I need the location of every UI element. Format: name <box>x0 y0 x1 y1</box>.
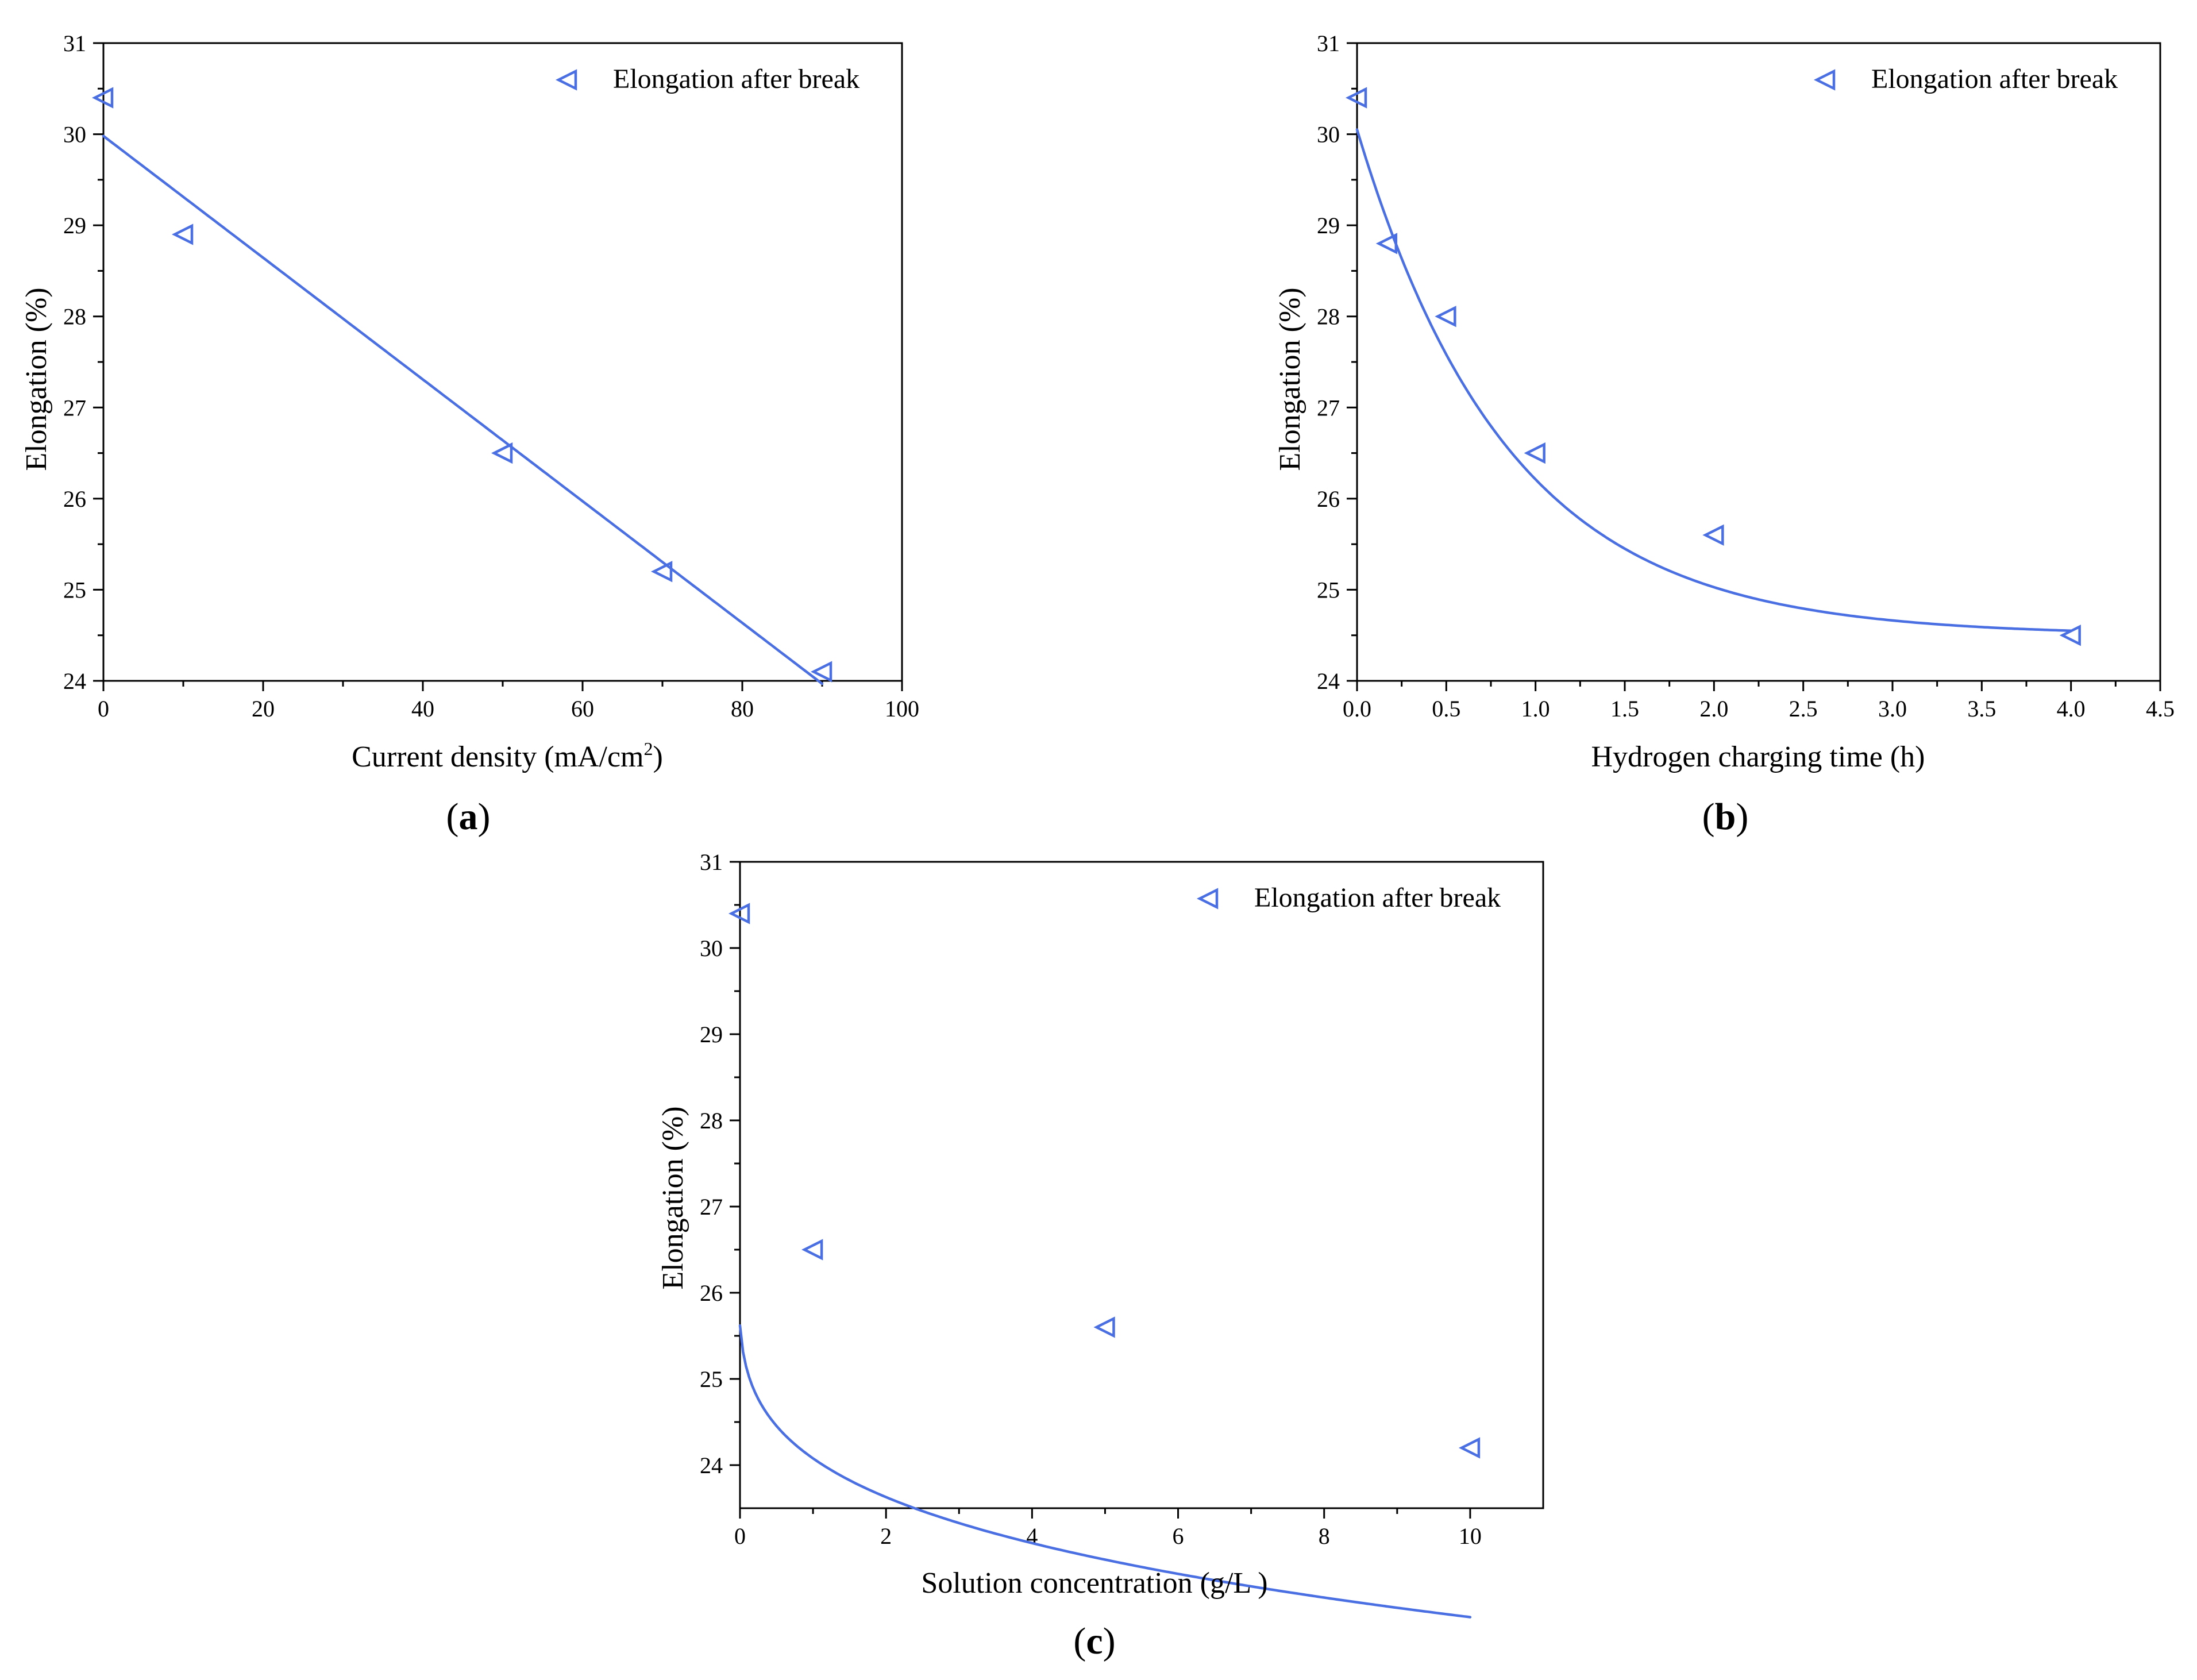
chart-b-legend-marker <box>1813 69 1836 91</box>
chart-a-x-tick-label: 100 <box>885 696 919 722</box>
chart-c-y-tick-label: 29 <box>700 1022 723 1047</box>
chart-c-panel-label: (c) <box>1073 1620 1115 1662</box>
chart-c-y-tick-label: 27 <box>700 1194 723 1220</box>
chart-b-frame <box>1356 42 2161 682</box>
chart-b-legend-label: Elongation after break <box>1871 64 2118 94</box>
chart-b-panel-label: (b) <box>1702 796 1749 838</box>
chart-b-data-point <box>1524 442 1545 464</box>
chart-b-y-tick-label: 30 <box>1317 122 1340 148</box>
chart-c-data-point <box>801 1239 823 1261</box>
chart-c-x-tick-label: 6 <box>1173 1523 1184 1549</box>
chart-a-y-tick-label: 27 <box>63 395 86 421</box>
chart-b-fit-line <box>1355 128 2072 633</box>
chart-a-frame <box>102 42 903 682</box>
chart-b-x-tick-label: 0.0 <box>1343 696 1371 722</box>
chart-b-plot-area: 0.0 0.5 1.0 1.5 2.0 2.5 3.0 3.5 4.0 4.5 24 25 26 27 28… <box>1317 30 2175 722</box>
chart-a-xlabel: Current density (mA/cm2) <box>352 738 663 773</box>
chart-a-x-tick-label: 40 <box>411 696 434 722</box>
chart-a-y-tick-label: 29 <box>63 213 86 238</box>
chart-b-data-point <box>1375 233 1398 255</box>
chart-c-y-tick-label: 28 <box>700 1108 723 1134</box>
chart-b-y-tick-label: 24 <box>1317 668 1340 694</box>
chart-a-panel-label: (a) <box>446 796 491 838</box>
chart-b-x-tick-label: 0.5 <box>1432 696 1460 722</box>
chart-b-y-tick-label: 28 <box>1317 304 1340 330</box>
chart-c-legend-label: Elongation after break <box>1254 883 1501 913</box>
chart-b-x-tick-label: 1.5 <box>1610 696 1639 722</box>
chart-c-data-point <box>728 903 750 924</box>
chart-a-y-tick-label: 28 <box>63 304 86 330</box>
chart-c-x-tick-label: 8 <box>1319 1523 1330 1549</box>
chart-b: 0.0 0.5 1.0 1.5 2.0 2.5 3.0 3.5 4.0 4.5 24 25 26 27 28… <box>1274 30 2175 838</box>
chart-c-xlabel: Solution concentration (g/L ) <box>921 1567 1267 1600</box>
chart-c-y-tick-label: 31 <box>700 849 723 875</box>
chart-a-x-tick-label: 20 <box>252 696 275 722</box>
chart-c-data-point <box>1458 1437 1481 1459</box>
chart-a-plot-area: 0 20 40 60 80 100 24 25 26 27 28 29 30 31 Elongation a… <box>63 30 919 722</box>
chart-b-data-point <box>1345 87 1367 109</box>
chart-a-legend-marker <box>555 69 577 91</box>
chart-b-y-tick-label: 25 <box>1317 577 1340 603</box>
chart-a-data-point <box>650 561 673 583</box>
chart-c-fit-line <box>738 1324 1472 1619</box>
chart-a: 0 20 40 60 80 100 24 25 26 27 28 29 30 31 Elongation a… <box>20 30 919 838</box>
chart-b-y-tick-label: 29 <box>1317 213 1340 238</box>
chart-b-x-tick-label: 3.0 <box>1878 696 1907 722</box>
chart-c-y-tick-label: 30 <box>700 935 723 961</box>
chart-c-x-tick-label: 2 <box>880 1523 892 1549</box>
chart-a-data-point <box>491 442 513 464</box>
chart-b-xlabel: Hydrogen charging time (h) <box>1591 741 1925 773</box>
chart-a-fit-line <box>102 134 824 685</box>
chart-b-x-tick-label: 2.0 <box>1699 696 1728 722</box>
chart-c-y-tick-label: 25 <box>700 1366 723 1392</box>
chart-c-ylabel: Elongation (%) <box>657 1106 689 1289</box>
chart-b-y-tick-label: 26 <box>1317 486 1340 512</box>
chart-c-x-tick-label: 0 <box>734 1523 746 1549</box>
chart-b-y-tick-label: 31 <box>1317 30 1340 56</box>
chart-a-data-point <box>810 661 832 683</box>
chart-c-y-tick-label: 24 <box>700 1452 723 1478</box>
chart-a-ylabel: Elongation (%) <box>20 287 53 471</box>
chart-c-frame <box>739 861 1544 1509</box>
chart-a-y-tick-label: 24 <box>63 668 86 694</box>
chart-b-x-tick-label: 2.5 <box>1789 696 1818 722</box>
chart-a-y-tick-label: 31 <box>63 30 86 56</box>
chart-a-data-point <box>171 224 194 245</box>
chart-c-data-point <box>1093 1316 1115 1338</box>
chart-a-x-tick-label: 60 <box>571 696 594 722</box>
chart-a-y-tick-label: 30 <box>63 122 86 148</box>
chart-a-data-point <box>91 87 114 109</box>
chart-b-x-tick-label: 4.0 <box>2057 696 2086 722</box>
chart-a-y-tick-label: 25 <box>63 577 86 603</box>
chart-a-x-tick-label: 80 <box>731 696 754 722</box>
chart-b-x-tick-label: 3.5 <box>1967 696 1996 722</box>
chart-c-y-tick-label: 26 <box>700 1280 723 1306</box>
chart-b-y-tick-label: 27 <box>1317 395 1340 421</box>
chart-b-data-point <box>1435 306 1456 327</box>
chart-a-xlabel-superscript: 2 <box>644 738 653 759</box>
chart-b-data-point <box>2059 625 2081 646</box>
chart-a-xlabel-suffix: ) <box>653 741 663 773</box>
chart-a-x-tick-label: 0 <box>98 696 109 722</box>
chart-a-legend-label: Elongation after break <box>613 64 859 94</box>
chart-a-y-tick-label: 26 <box>63 486 86 512</box>
chart-b-x-tick-label: 1.0 <box>1521 696 1550 722</box>
chart-b-ylabel: Elongation (%) <box>1274 287 1306 471</box>
chart-c-x-tick-label: 10 <box>1459 1523 1482 1549</box>
chart-b-x-tick-label: 4.5 <box>2146 696 2175 722</box>
chart-b-data-point <box>1702 524 1724 546</box>
chart-c-legend-marker <box>1196 888 1219 910</box>
